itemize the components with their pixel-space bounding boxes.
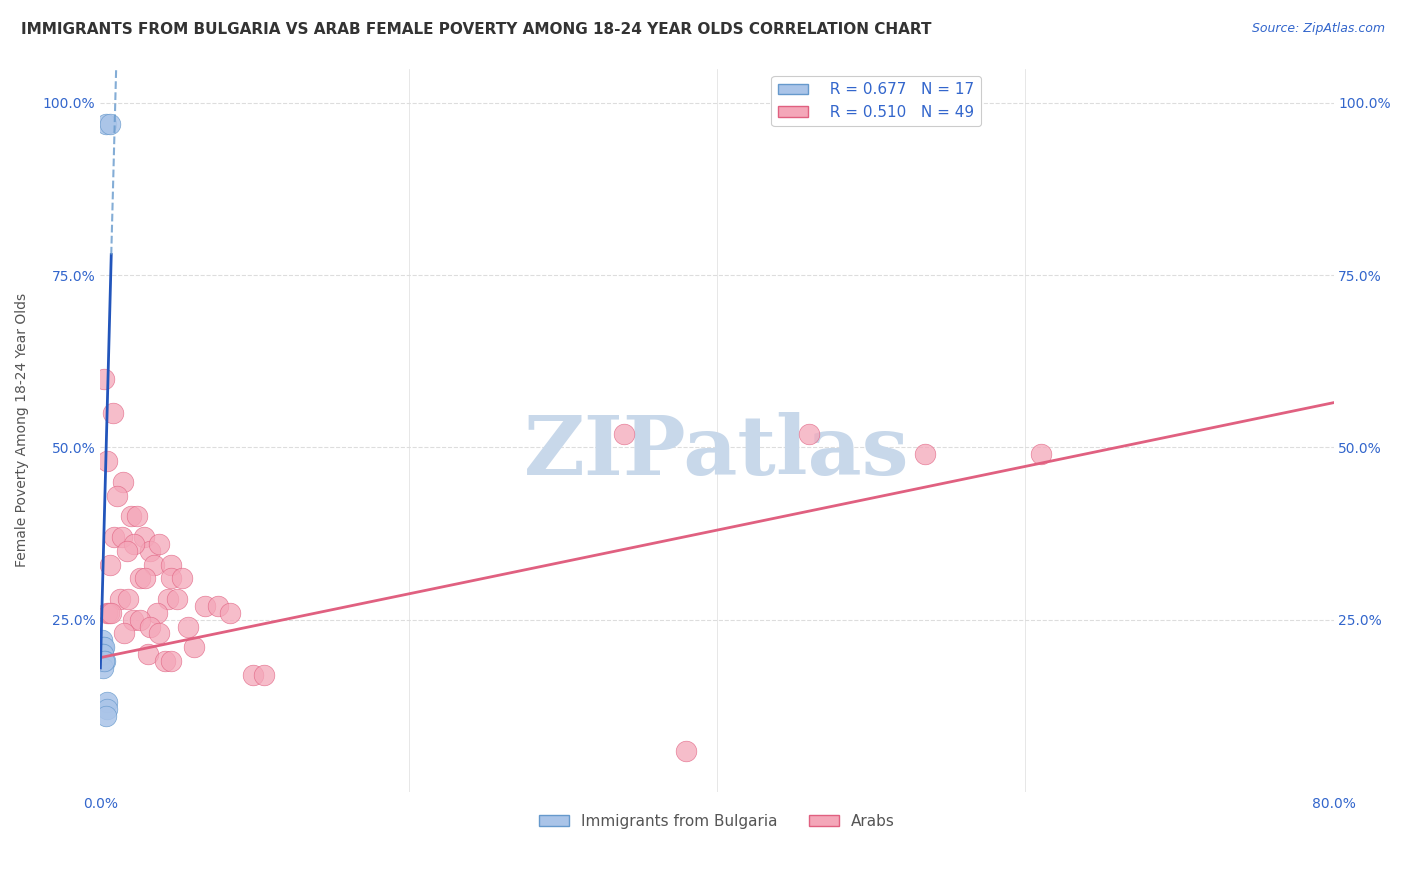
Point: [194, 599, 217, 613]
Point: [112, 475, 135, 489]
Point: [91, 647, 114, 661]
Point: [146, 606, 169, 620]
Point: [90, 647, 112, 661]
Point: [91, 640, 114, 655]
Point: [93, 640, 115, 655]
Point: [94, 117, 117, 131]
Point: [105, 489, 128, 503]
Text: ZIPatlas: ZIPatlas: [524, 412, 910, 492]
Point: [177, 619, 200, 633]
Point: [101, 406, 124, 420]
Point: [138, 619, 160, 633]
Point: [242, 668, 264, 682]
Text: Source: ZipAtlas.com: Source: ZipAtlas.com: [1251, 22, 1385, 36]
Point: [121, 613, 143, 627]
Point: [96, 695, 118, 709]
Point: [112, 626, 135, 640]
Point: [148, 537, 170, 551]
Point: [96, 454, 118, 468]
Point: [160, 571, 183, 585]
Point: [207, 599, 229, 613]
Point: [98, 558, 121, 572]
Point: [90, 640, 112, 655]
Point: [120, 509, 142, 524]
Point: [613, 426, 636, 441]
Point: [103, 530, 125, 544]
Point: [93, 654, 115, 668]
Point: [160, 654, 183, 668]
Point: [134, 571, 156, 585]
Point: [96, 702, 118, 716]
Point: [94, 709, 117, 723]
Point: [143, 558, 166, 572]
Point: [93, 647, 115, 661]
Point: [97, 606, 120, 620]
Point: [799, 426, 821, 441]
Point: [90, 633, 112, 648]
Point: [127, 509, 149, 524]
Point: [170, 571, 193, 585]
Legend: Immigrants from Bulgaria, Arabs: Immigrants from Bulgaria, Arabs: [533, 808, 901, 835]
Point: [136, 647, 159, 661]
Point: [253, 668, 276, 682]
Point: [129, 571, 152, 585]
Point: [914, 447, 936, 461]
Point: [90, 654, 112, 668]
Point: [675, 744, 697, 758]
Point: [166, 592, 188, 607]
Point: [93, 371, 115, 385]
Point: [128, 613, 150, 627]
Point: [160, 558, 183, 572]
Point: [100, 606, 122, 620]
Point: [132, 530, 155, 544]
Point: [96, 606, 118, 620]
Point: [1029, 447, 1052, 461]
Point: [124, 537, 146, 551]
Point: [157, 592, 180, 607]
Point: [153, 654, 176, 668]
Point: [148, 626, 170, 640]
Point: [138, 544, 160, 558]
Point: [218, 606, 240, 620]
Point: [115, 544, 138, 558]
Point: [111, 530, 134, 544]
Point: [98, 117, 121, 131]
Text: IMMIGRANTS FROM BULGARIA VS ARAB FEMALE POVERTY AMONG 18-24 YEAR OLDS CORRELATIO: IMMIGRANTS FROM BULGARIA VS ARAB FEMALE …: [21, 22, 932, 37]
Point: [108, 592, 131, 607]
Point: [91, 647, 114, 661]
Point: [183, 640, 205, 655]
Point: [117, 592, 139, 607]
Y-axis label: Female Poverty Among 18-24 Year Olds: Female Poverty Among 18-24 Year Olds: [15, 293, 30, 567]
Point: [91, 661, 114, 675]
Point: [94, 654, 117, 668]
